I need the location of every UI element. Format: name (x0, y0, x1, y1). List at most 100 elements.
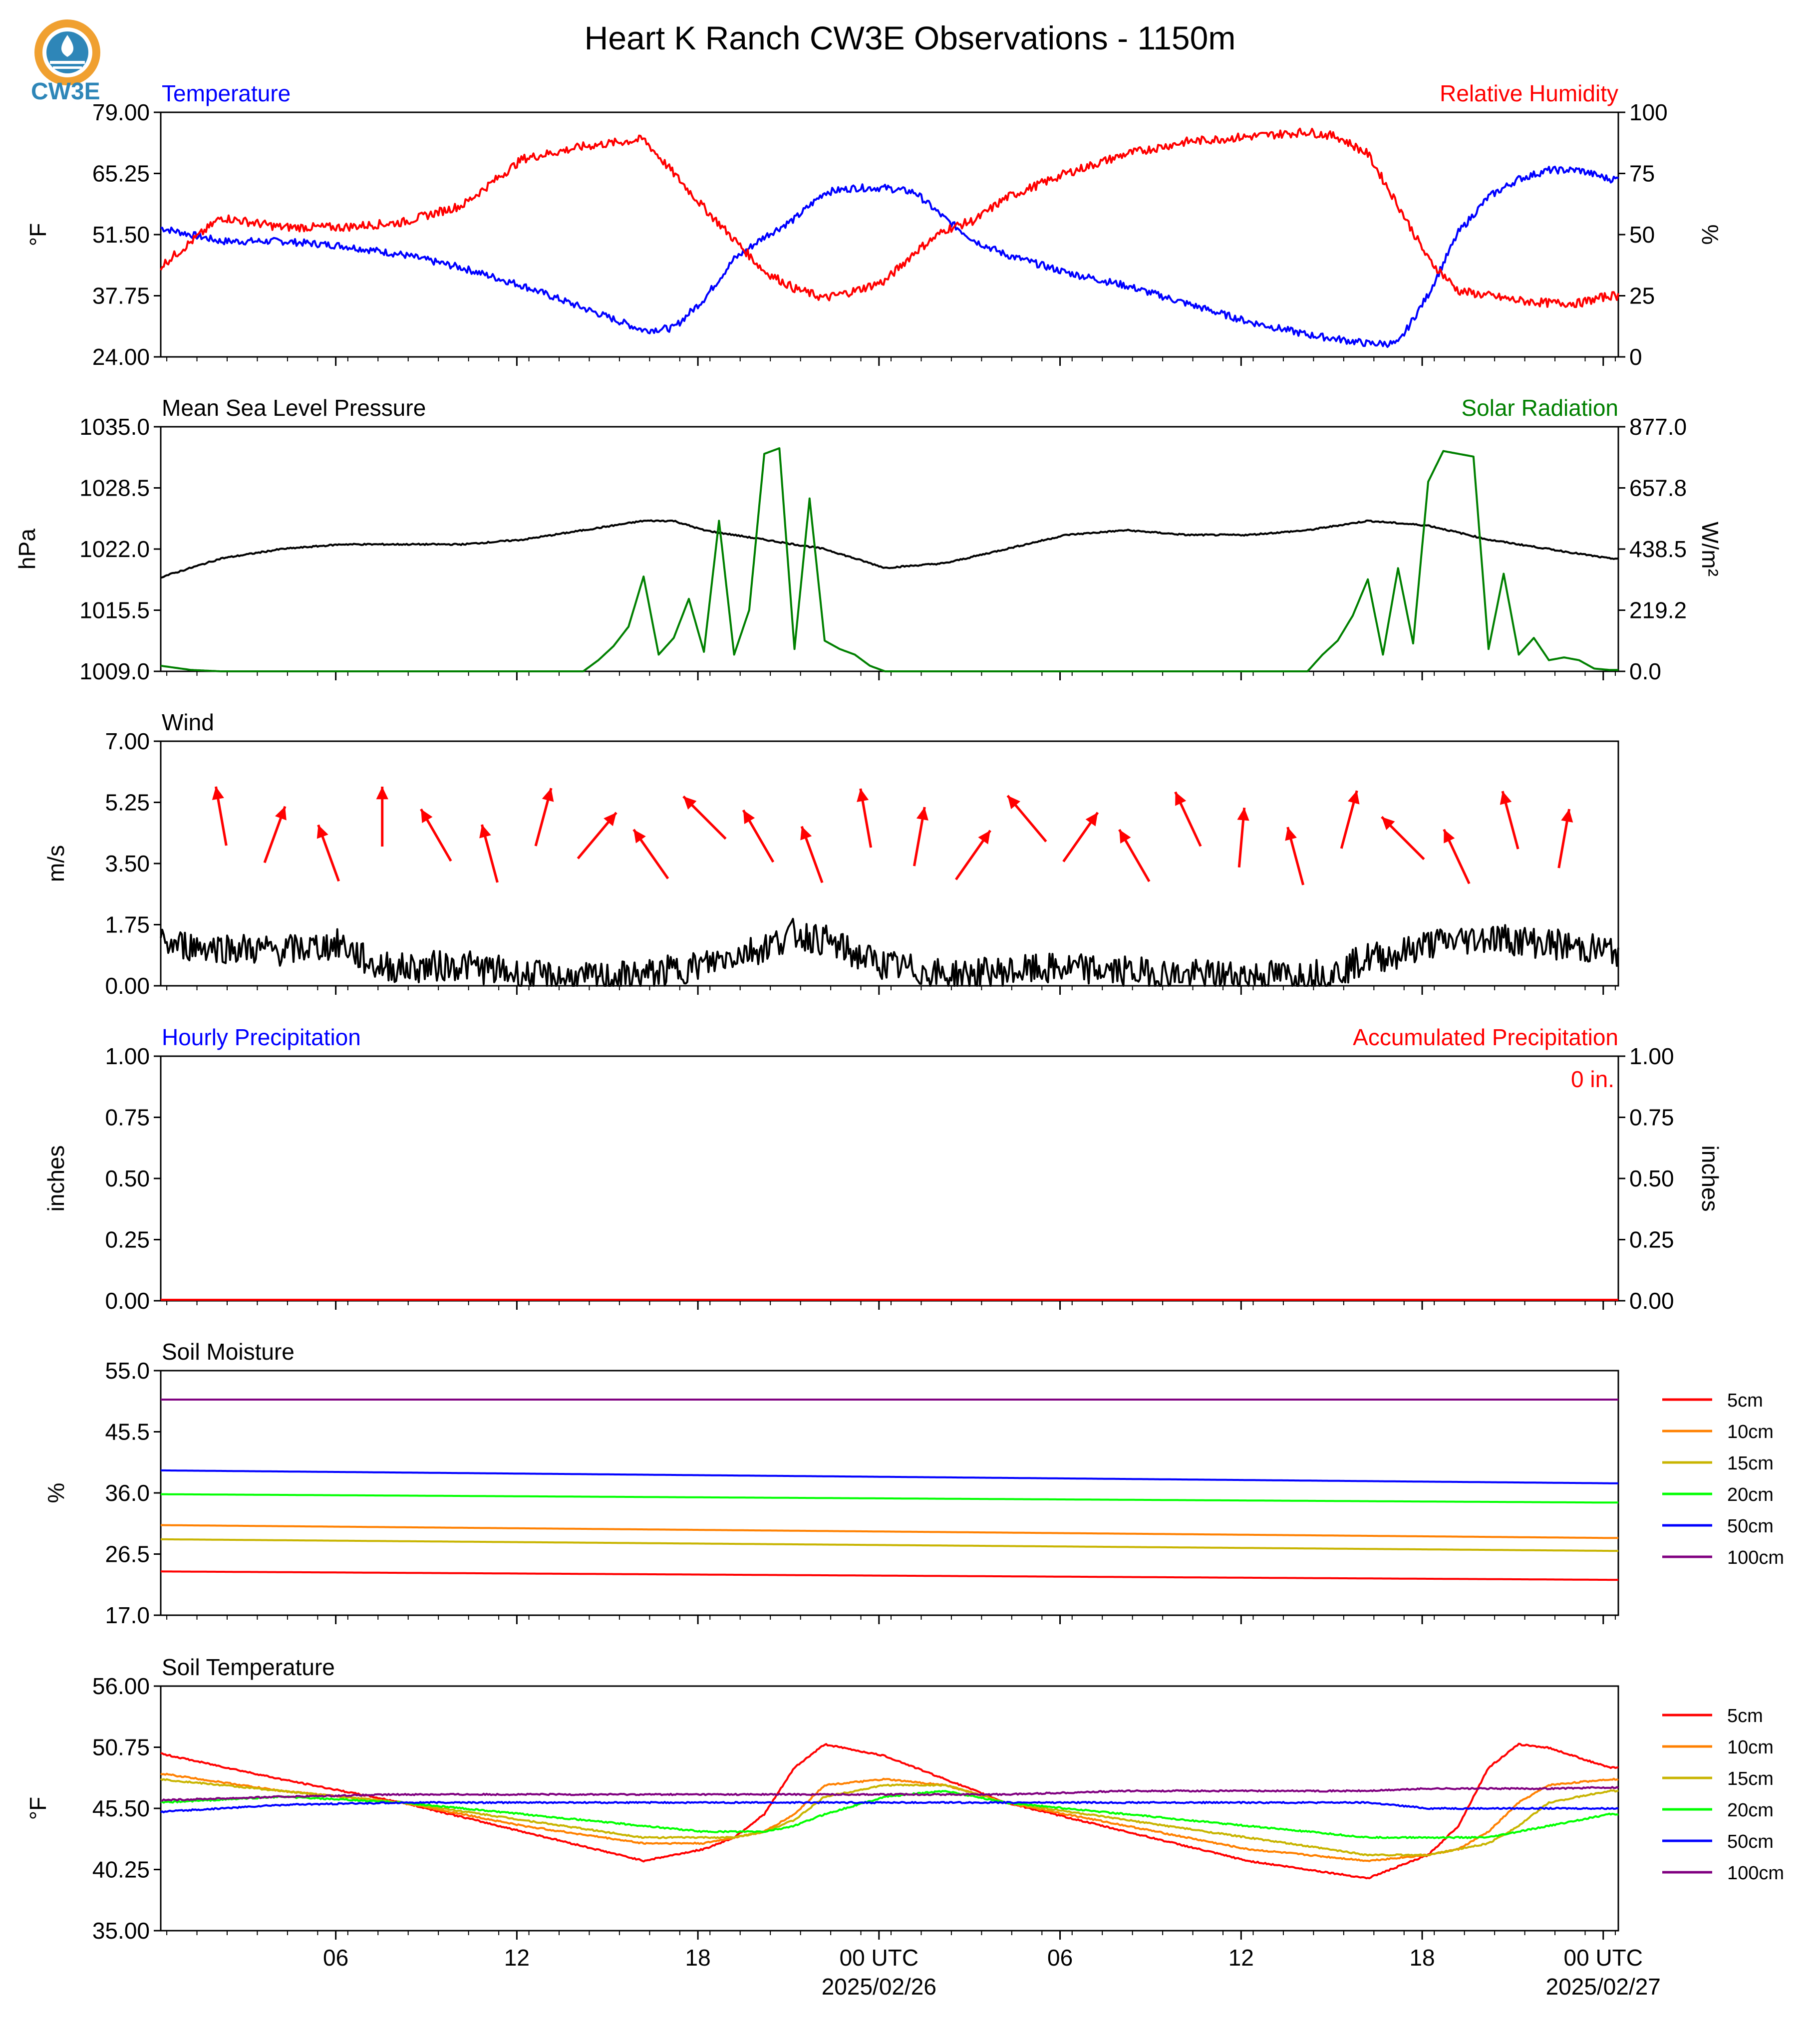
precip-ylabel-left: inches (43, 1146, 69, 1212)
chart-title: Heart K Ranch CW3E Observations - 1150m (584, 19, 1236, 56)
logo-text: CW3E (31, 78, 100, 105)
wind-speed-line (160, 917, 1619, 987)
pressure-ylabel-right: W/m² (1697, 522, 1723, 577)
wind-arrow-head (542, 788, 554, 802)
precip-ytick-label-right: 0.50 (1629, 1165, 1674, 1191)
soil_temp-ytick-label-left: 45.50 (92, 1795, 150, 1821)
legend-label-5cm: 5cm (1727, 1390, 1763, 1411)
soil-moisture-line-15cm (160, 1538, 1618, 1552)
wind-arrow-head (604, 813, 616, 827)
soil_moisture-ytick-label-left: 55.0 (105, 1358, 150, 1384)
solar-radiation-line (160, 447, 1618, 672)
x-tick-label: 06 (323, 1945, 348, 1971)
soil-temp-line-100cm (160, 1786, 1619, 1802)
soil_temp-ytick-label-left: 50.75 (92, 1735, 150, 1760)
pressure-title-left: Mean Sea Level Pressure (162, 395, 426, 421)
temperature-ytick-label-right: 25 (1629, 283, 1655, 309)
wind-ytick-label-left: 1.75 (105, 912, 150, 938)
cw3e-logo-icon (34, 19, 100, 85)
accumulated-precip-total: 0 in. (1571, 1066, 1614, 1092)
soil_temp-title-left: Soil Temperature (162, 1654, 335, 1680)
soil_moisture-ytick-label-left: 45.5 (105, 1419, 150, 1445)
wind-arrow-head (1381, 817, 1395, 831)
pressure-ytick-label-right: 0.0 (1629, 658, 1661, 684)
precip-ytick-label-left: 1.00 (105, 1043, 150, 1069)
pressure-ytick-label-left: 1015.5 (79, 597, 150, 623)
soil_temp-ytick-label-left: 56.00 (92, 1673, 150, 1699)
precip-ytick-label-left: 0.75 (105, 1105, 150, 1131)
soil-temp-line-50cm (160, 1800, 1619, 1813)
precip-ytick-label-right: 0.75 (1629, 1105, 1674, 1131)
wind-ytick-label-left: 5.25 (105, 790, 150, 816)
soil-moisture-line-20cm (161, 1493, 1618, 1504)
soil_temp-ytick-label-left: 40.25 (92, 1857, 150, 1883)
wind-arrow-head (1444, 829, 1455, 844)
soil_moisture-ytick-label-left: 26.5 (105, 1541, 150, 1567)
soil_moisture-title-left: Soil Moisture (162, 1339, 295, 1365)
soil-temp-line-10cm (160, 1772, 1619, 1862)
x-date-label: 2025/02/27 (1546, 1974, 1661, 2000)
legend-label-10cm: 10cm (1727, 1422, 1774, 1443)
wind-arrow-head (421, 809, 433, 823)
temperature-ytick-label-left: 79.00 (92, 99, 150, 125)
precip-ytick-label-right: 0.25 (1629, 1227, 1674, 1253)
pressure-title-right: Solar Radiation (1461, 395, 1618, 421)
cw3e-logo (30, 15, 105, 105)
wind-arrow-head (1561, 809, 1573, 823)
temperature-line (160, 166, 1619, 348)
wind-arrow-head (1237, 808, 1249, 821)
wind-arrow-head (1285, 827, 1297, 841)
wind-arrow-head (1007, 796, 1021, 810)
pressure-ytick-label-right: 657.8 (1629, 475, 1687, 501)
temperature-ytick-label-left: 51.50 (92, 222, 150, 248)
wind-arrow-head (743, 810, 755, 824)
temperature-ytick-label-right: 50 (1629, 222, 1655, 248)
wind-arrow-head (1175, 792, 1187, 806)
x-tick-label: 00 UTC (840, 1945, 918, 1971)
precip-ytick-label-left: 0.50 (105, 1165, 150, 1191)
pressure-ytick-label-left: 1022.0 (79, 536, 150, 562)
pressure-line (160, 519, 1619, 579)
precip-ytick-label-left: 0.00 (105, 1288, 150, 1314)
soil_moisture-ylabel-left: % (43, 1483, 69, 1503)
temperature-ytick-label-left: 37.75 (92, 283, 150, 309)
wind-arrow-head (275, 806, 287, 821)
legend-label-20cm: 20cm (1727, 1484, 1774, 1505)
pressure-ytick-label-right: 877.0 (1629, 414, 1687, 440)
soil-moisture-line-10cm (161, 1524, 1618, 1539)
wind-ytick-label-left: 0.00 (105, 973, 150, 999)
temperature-ytick-label-left: 65.25 (92, 161, 150, 187)
temperature-ytick-label-right: 100 (1629, 99, 1668, 125)
soil_temp-ylabel-left: °F (25, 1797, 51, 1820)
wind-arrow-head (1347, 791, 1360, 805)
x-tick-label: 18 (685, 1945, 711, 1971)
humidity-line (160, 127, 1619, 308)
precip-ylabel-right: inches (1697, 1146, 1723, 1212)
wind-arrow-head (316, 825, 328, 839)
soil_moisture-ytick-label-left: 36.0 (105, 1480, 150, 1506)
x-tick-label: 12 (1228, 1945, 1254, 1971)
x-date-label: 2025/02/26 (822, 1974, 936, 2000)
temperature-ytick-label-right: 75 (1629, 161, 1655, 187)
wind-arrow-head (857, 788, 869, 802)
wind-arrow-head (800, 826, 812, 841)
legend-label-50cm: 50cm (1727, 1516, 1774, 1537)
wind-arrow-head (633, 829, 646, 844)
legend-label-15cm: 15cm (1727, 1768, 1774, 1789)
pressure-ytick-label-left: 1035.0 (79, 414, 150, 440)
legend-label-15cm: 15cm (1727, 1453, 1774, 1474)
legend-label-5cm: 5cm (1727, 1706, 1763, 1727)
temperature-title-right: Relative Humidity (1440, 80, 1618, 106)
soil_moisture-ytick-label-left: 17.0 (105, 1602, 150, 1628)
wind-arrow-head (479, 825, 491, 839)
pressure-ylabel-left: hPa (14, 529, 40, 570)
wind-arrow-head (978, 830, 990, 845)
precip-ytick-label-right: 1.00 (1629, 1043, 1674, 1069)
wind-arrow-head (376, 787, 388, 800)
pressure-ytick-label-left: 1009.0 (79, 658, 150, 684)
soil-moisture-line-5cm (161, 1570, 1618, 1581)
x-tick-label: 06 (1047, 1945, 1073, 1971)
wind-arrow-head (1500, 791, 1512, 805)
temperature-frame (160, 111, 1619, 358)
